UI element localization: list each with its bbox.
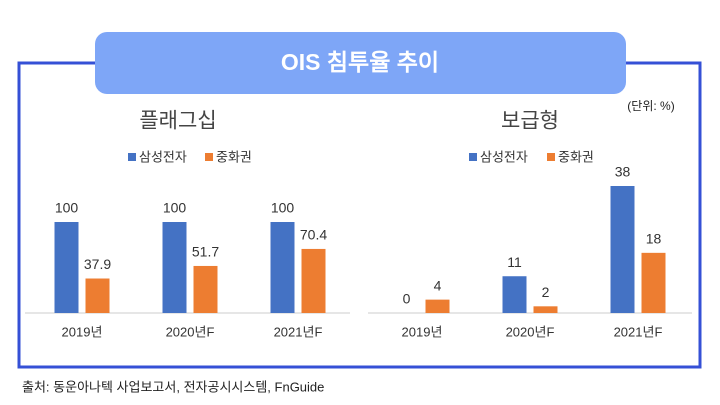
data-label: 51.7: [192, 244, 219, 260]
title-box: [95, 32, 626, 94]
bar: [162, 222, 187, 313]
bar: [641, 252, 666, 313]
x-tick-label: 2019년: [62, 324, 103, 339]
chart-title: 보급형: [501, 110, 559, 133]
source: 출처: 동운아나텍 사업보고서, 전자공시시스템, FnGuide: [22, 379, 324, 394]
legend-label: 삼성전자: [480, 149, 528, 164]
bar: [610, 186, 635, 313]
legend-swatch: [205, 153, 213, 161]
data-label: 100: [271, 200, 295, 216]
bar: [193, 265, 218, 313]
bar: [502, 276, 527, 313]
data-label: 37.9: [84, 256, 111, 272]
data-label: 100: [163, 200, 187, 216]
x-tick-label: 2019년: [402, 324, 443, 339]
data-label: 38: [615, 164, 631, 180]
bar: [425, 299, 450, 313]
bar: [54, 222, 79, 313]
legend-swatch: [469, 153, 477, 161]
legend-swatch: [128, 153, 136, 161]
legend-label: 삼성전자: [139, 149, 187, 164]
frame: [17, 61, 702, 369]
legend-swatch: [547, 153, 555, 161]
bar: [301, 248, 326, 313]
x-tick-label: 2020년F: [506, 324, 555, 339]
data-label: 11: [507, 254, 522, 270]
chart-title: 플래그십: [139, 110, 216, 133]
legend-label: 중화권: [558, 149, 594, 164]
bar: [85, 278, 110, 313]
data-label: 100: [55, 200, 79, 216]
page-title: OIS 침투율 추이: [281, 49, 439, 75]
data-label: 4: [434, 277, 442, 293]
unit-label: (단위: %): [627, 99, 674, 113]
data-label: 18: [646, 231, 662, 247]
data-label: 70.4: [300, 227, 327, 243]
legend-label: 중화권: [216, 149, 252, 164]
x-tick-label: 2021년F: [274, 324, 323, 339]
data-label: 2: [542, 284, 550, 300]
x-tick-label: 2021년F: [614, 324, 663, 339]
bar: [533, 306, 558, 313]
bar: [270, 222, 295, 313]
data-label: 0: [403, 291, 411, 307]
x-tick-label: 2020년F: [166, 324, 215, 339]
